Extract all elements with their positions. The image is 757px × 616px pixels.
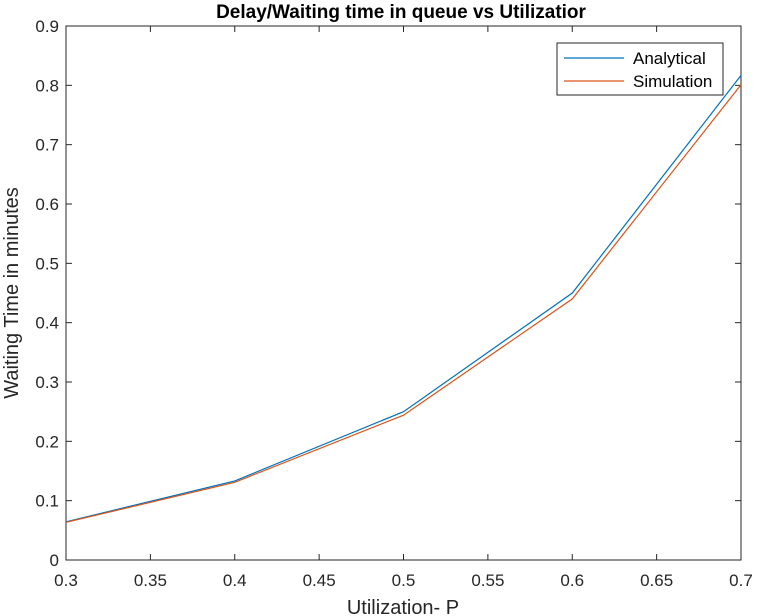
x-tick-label: 0.5 — [392, 571, 416, 590]
y-tick-label: 0.6 — [35, 195, 59, 214]
y-tick-label: 0.9 — [35, 17, 59, 36]
legend-label-analytical: Analytical — [633, 49, 706, 68]
series-line-simulation — [65, 84, 742, 523]
series-lines — [65, 75, 742, 523]
x-tick-label: 0.35 — [134, 571, 167, 590]
x-tick-label: 0.6 — [560, 571, 584, 590]
legend-label-simulation: Simulation — [633, 72, 712, 91]
x-axis-label: Utilization- P — [347, 597, 459, 616]
x-tick-label: 0.4 — [223, 571, 247, 590]
x-tick-label: 0.3 — [54, 571, 78, 590]
y-tick-label: 0.8 — [35, 76, 59, 95]
plot-area — [65, 25, 742, 561]
x-tick-label: 0.7 — [729, 571, 753, 590]
legend: Analytical Simulation — [556, 42, 724, 96]
y-tick-label: 0.3 — [35, 373, 59, 392]
x-tick-label: 0.45 — [303, 571, 336, 590]
y-tick-label: 0.4 — [35, 314, 59, 333]
y-tick-label: 0.5 — [35, 254, 59, 273]
y-axis: 0 0.1 0.2 0.3 0.4 0.5 0.6 0.7 0.8 0.9 — [35, 17, 741, 570]
y-tick-label: 0.7 — [35, 136, 59, 155]
series-line-analytical — [65, 75, 742, 523]
legend-box — [556, 42, 724, 96]
y-axis-label: Waiting Time in minutes — [1, 187, 23, 399]
chart-title: Delay/Waiting time in queue vs Utilizati… — [216, 2, 586, 23]
x-tick-label: 0.55 — [471, 571, 504, 590]
y-tick-label: 0.1 — [35, 492, 59, 511]
y-tick-label: 0.2 — [35, 432, 59, 451]
x-axis: 0.3 0.35 0.4 0.45 0.5 0.55 0.6 0.65 0.7 — [54, 26, 753, 590]
y-tick-label: 0 — [50, 551, 59, 570]
x-tick-label: 0.65 — [640, 571, 673, 590]
